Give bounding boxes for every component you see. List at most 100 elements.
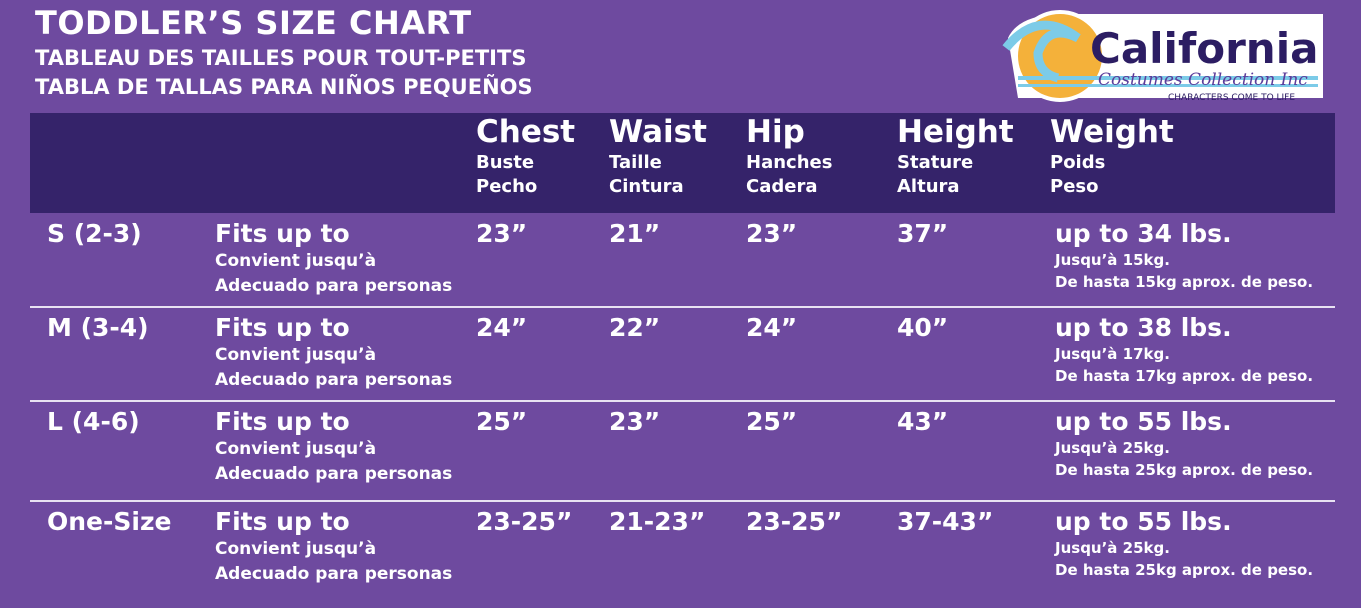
row-cell: S (2-3) (47, 219, 142, 249)
waist-value: 21-23” (609, 507, 706, 536)
chest-value: 23-25” (476, 507, 573, 536)
header-label-fr: Taille (609, 152, 662, 173)
fits-fr: Convient jusqu’à (215, 539, 377, 559)
chest-value: 25” (476, 407, 528, 436)
row-cell: up to 34 lbs. Jusqu’à 15kg. De hasta 15kg … (1055, 219, 1313, 293)
svg-text:Costumes Collection Inc: Costumes Collection Inc (1098, 70, 1308, 90)
row-cell: 25” (476, 407, 527, 437)
weight-value: up to 38 lbs. (1055, 313, 1232, 342)
height-value: 43” (897, 407, 949, 436)
hip-value: 25” (746, 407, 798, 436)
row-cell: One-Size (47, 507, 171, 537)
waist-value: 21” (609, 219, 661, 248)
fits-es: Adecuado para personas (215, 464, 453, 484)
fits-en: Fits up to (215, 219, 350, 248)
weight-fr: Jusqu’à 25kg. (1055, 439, 1170, 457)
size-label: One-Size (47, 507, 172, 536)
fits-fr: Convient jusqu’à (215, 251, 377, 271)
header-band (30, 113, 1335, 213)
size-label: M (3-4) (47, 313, 149, 342)
weight-es: De hasta 17kg aprox. de peso. (1055, 367, 1314, 385)
fits-en: Fits up to (215, 407, 350, 436)
row-divider (30, 306, 1335, 308)
size-label: L (4-6) (47, 407, 140, 436)
fits-es: Adecuado para personas (215, 276, 453, 296)
row-cell: 24” (476, 313, 527, 343)
weight-value: up to 34 lbs. (1055, 219, 1232, 248)
svg-text:CHARACTERS COME TO LIFE: CHARACTERS COME TO LIFE (1168, 93, 1295, 103)
chest-value: 24” (476, 313, 528, 342)
row-cell: up to 55 lbs. Jusqu’à 25kg. De hasta 25kg … (1055, 407, 1313, 481)
row-cell: 21-23” (609, 507, 705, 537)
row-cell: up to 38 lbs. Jusqu’à 17kg. De hasta 17kg … (1055, 313, 1313, 387)
header-label-en: Chest (476, 114, 576, 150)
size-label: S (2-3) (47, 219, 142, 248)
header-label-fr: Buste (476, 152, 535, 173)
fits-en: Fits up to (215, 313, 350, 342)
header-label-en: Waist (609, 114, 707, 150)
header-label-es: Peso (1050, 176, 1099, 197)
row-cell: M (3-4) (47, 313, 149, 343)
fits-es: Adecuado para personas (215, 564, 453, 584)
row-cell: Fits up to Convient jusqu’à Adecuado para … (215, 407, 452, 487)
row-cell: 23-25” (476, 507, 572, 537)
height-value: 40” (897, 313, 949, 342)
row-divider (30, 500, 1335, 502)
header-label-es: Cadera (746, 176, 818, 197)
chest-value: 23” (476, 219, 528, 248)
weight-es: De hasta 25kg aprox. de peso. (1055, 461, 1314, 479)
svg-text:California: California (1090, 24, 1318, 73)
fits-fr: Convient jusqu’à (215, 439, 377, 459)
row-cell: 40” (897, 313, 948, 343)
size-row: L (4-6) Fits up to Convient jusqu’à Adecuad… (30, 401, 1335, 495)
weight-es: De hasta 25kg aprox. de peso. (1055, 561, 1314, 579)
waist-value: 22” (609, 313, 661, 342)
height-value: 37-43” (897, 507, 994, 536)
weight-es: De hasta 15kg aprox. de peso. (1055, 273, 1314, 291)
row-cell: 23” (609, 407, 660, 437)
header-label-en: Height (897, 114, 1014, 150)
weight-fr: Jusqu’à 25kg. (1055, 539, 1170, 557)
column-header-height: Height Stature Altura (897, 113, 1014, 199)
row-cell: Fits up to Convient jusqu’à Adecuado para … (215, 219, 452, 299)
weight-value: up to 55 lbs. (1055, 407, 1232, 436)
row-cell: 24” (746, 313, 797, 343)
waist-value: 23” (609, 407, 661, 436)
title-en: TODDLER’S SIZE CHART (35, 4, 472, 42)
row-cell: Fits up to Convient jusqu’à Adecuado para … (215, 507, 452, 587)
header-label-fr: Stature (897, 152, 974, 173)
weight-value: up to 55 lbs. (1055, 507, 1232, 536)
row-cell: up to 55 lbs. Jusqu’à 25kg. De hasta 25kg … (1055, 507, 1313, 581)
row-cell: 25” (746, 407, 797, 437)
header-label-es: Cintura (609, 176, 684, 197)
height-value: 37” (897, 219, 949, 248)
column-header-waist: Waist Taille Cintura (609, 113, 707, 199)
row-cell: Fits up to Convient jusqu’à Adecuado para … (215, 313, 452, 393)
header-label-fr: Hanches (746, 152, 833, 173)
fits-es: Adecuado para personas (215, 370, 453, 390)
row-cell: 23” (746, 219, 797, 249)
hip-value: 23-25” (746, 507, 843, 536)
header-label-en: Hip (746, 114, 805, 150)
header-label-en: Weight (1050, 114, 1174, 150)
row-cell: 43” (897, 407, 948, 437)
row-cell: 23-25” (746, 507, 842, 537)
row-cell: 22” (609, 313, 660, 343)
row-divider (30, 400, 1335, 402)
hip-value: 24” (746, 313, 798, 342)
row-cell: L (4-6) (47, 407, 140, 437)
header-label-fr: Poids (1050, 152, 1106, 173)
size-row: One-Size Fits up to Convient jusqu’à Adecua… (30, 501, 1335, 595)
row-cell: 23” (476, 219, 527, 249)
california-costumes-logo: California Costumes Collection Inc CHARA… (1002, 10, 1323, 103)
weight-fr: Jusqu’à 15kg. (1055, 251, 1170, 269)
title-fr: TABLEAU DES TAILLES POUR TOUT-PETITS (35, 46, 527, 70)
fits-fr: Convient jusqu’à (215, 345, 377, 365)
size-row: M (3-4) Fits up to Convient jusqu’à Adecuad… (30, 307, 1335, 401)
column-header-weight: Weight Poids Peso (1050, 113, 1174, 199)
header-label-es: Pecho (476, 176, 538, 197)
column-header-chest: Chest Buste Pecho (476, 113, 575, 199)
row-cell: 37” (897, 219, 948, 249)
hip-value: 23” (746, 219, 798, 248)
row-cell: 21” (609, 219, 660, 249)
